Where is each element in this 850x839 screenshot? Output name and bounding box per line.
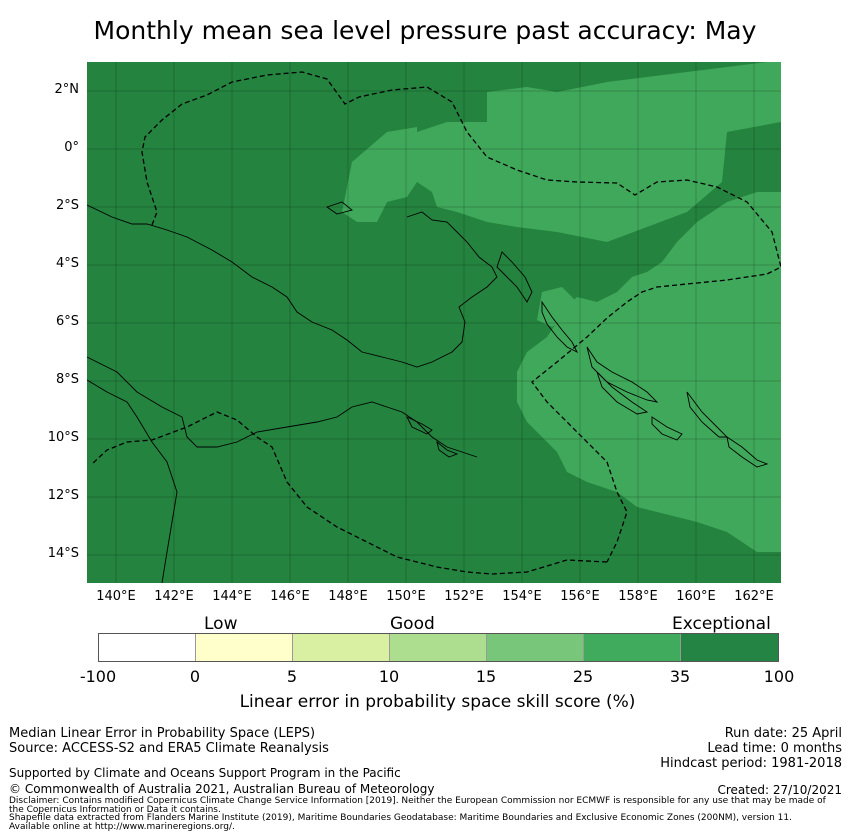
y-tick-label: 4°S [55, 256, 79, 271]
colorbar [98, 633, 779, 662]
disclaimer-line2: the Copernicus Information or Data it co… [9, 805, 221, 815]
x-tick-label: 140°E [96, 589, 136, 604]
method-text: Median Linear Error in Probability Space… [9, 726, 316, 741]
eez-boundaries [91, 71, 781, 575]
x-tick-label: 142°E [154, 589, 194, 604]
x-tick-label: 162°E [734, 589, 774, 604]
colorbar-tick: -100 [79, 667, 117, 686]
colorbar-tick: 5 [286, 667, 298, 686]
colorbar-tick: 10 [378, 667, 400, 686]
y-tick-label: 8°S [55, 372, 79, 387]
y-tick-label: 2°S [55, 198, 79, 213]
run-date: Run date: 25 April [724, 726, 842, 741]
support-text: Supported by Climate and Oceans Support … [9, 766, 401, 780]
y-tick-label: 12°S [47, 488, 79, 503]
disclaimer-line1: Disclaimer: Contains modified Copernicus… [9, 796, 826, 806]
shapefile-line2: Available online at http://www.marinereg… [9, 822, 235, 832]
x-tick-label: 160°E [676, 589, 716, 604]
colorbar-tick: 25 [572, 667, 594, 686]
colorbar-tick: 35 [669, 667, 691, 686]
colorbar-swatch [293, 634, 390, 661]
colorbar-swatch [584, 634, 681, 661]
y-tick-label: 0° [64, 140, 79, 155]
source-text: Source: ACCESS-S2 and ERA5 Climate Reana… [9, 741, 329, 756]
graticule [87, 62, 781, 583]
y-tick-label: 10°S [47, 430, 79, 445]
y-tick-label: 14°S [47, 546, 79, 561]
colorbar-label: Linear error in probability space skill … [239, 692, 636, 712]
y-tick-label: 6°S [55, 314, 79, 329]
good-region-west [342, 127, 417, 222]
shapefile-line1: Shapefile data extracted from Flanders M… [9, 813, 792, 823]
good-region [387, 62, 781, 242]
colorbar-tick: 0 [189, 667, 201, 686]
hindcast-period: Hindcast period: 1981-2018 [660, 756, 842, 771]
colorbar-tick: 100 [763, 667, 795, 686]
lead-time: Lead time: 0 months [707, 741, 842, 756]
x-tick-label: 158°E [618, 589, 658, 604]
copyright-text: © Commonwealth of Australia 2021, Austra… [9, 782, 435, 796]
x-tick-label: 152°E [444, 589, 484, 604]
good-region-center [537, 287, 577, 327]
category-low: Low [204, 614, 238, 634]
y-tick-label: 2°N [54, 82, 80, 97]
x-tick-label: 144°E [212, 589, 252, 604]
x-tick-label: 146°E [270, 589, 310, 604]
colorbar-swatch [196, 634, 293, 661]
map-title: Monthly mean sea level pressure past acc… [93, 16, 757, 45]
colorbar-tick: 15 [475, 667, 497, 686]
x-tick-label: 148°E [328, 589, 368, 604]
x-tick-label: 156°E [560, 589, 600, 604]
x-tick-label: 154°E [502, 589, 542, 604]
created-date: Created: 27/10/2021 [717, 783, 842, 797]
category-good: Good [390, 614, 435, 634]
good-region-southeast [517, 192, 781, 552]
colorbar-swatch [681, 634, 778, 661]
colorbar-swatch [487, 634, 584, 661]
skill-map [87, 62, 781, 583]
colorbar-swatch [390, 634, 487, 661]
x-tick-label: 150°E [386, 589, 426, 604]
colorbar-swatch [99, 634, 196, 661]
coastlines [87, 201, 769, 583]
category-exceptional: Exceptional [672, 614, 771, 634]
